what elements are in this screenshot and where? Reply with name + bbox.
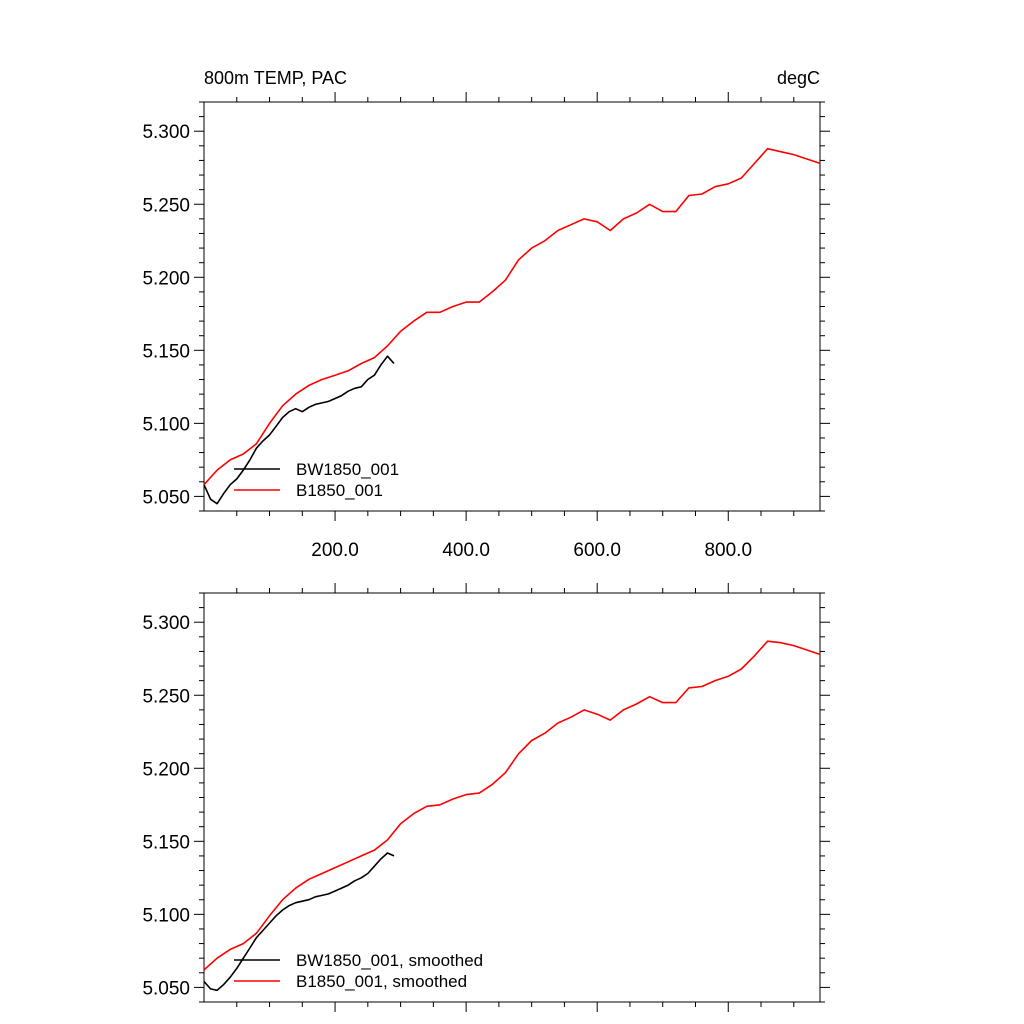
- series-line-black: [203, 355, 395, 505]
- legend-label: B1850_001: [296, 481, 383, 500]
- x-tick-label: 400.0: [442, 540, 490, 561]
- y-tick-label: 5.250: [142, 195, 190, 216]
- y-tick-label: 5.100: [142, 414, 190, 435]
- series-line-red: [203, 640, 821, 971]
- legend-label: B1850_001, smoothed: [296, 972, 467, 991]
- legend-label: BW1850_001: [296, 460, 399, 479]
- series-line-red: [203, 147, 821, 486]
- y-tick-label: 5.050: [142, 487, 190, 508]
- y-tick-label: 5.300: [142, 613, 190, 634]
- x-tick-label: 600.0: [573, 540, 621, 561]
- series-line-black: [203, 852, 395, 992]
- plot-frame: [203, 101, 821, 512]
- y-tick-label: 5.200: [142, 759, 190, 780]
- units-label: degC: [777, 68, 820, 88]
- legend-label: BW1850_001, smoothed: [296, 951, 483, 970]
- x-tick-label: 200.0: [311, 540, 359, 561]
- bottom-panel: 5.050 5.100 5.150 5.200 5.250 5.300 BW1850_001…: [142, 583, 830, 1012]
- y-tick-label: 5.050: [142, 978, 190, 999]
- y-tick-label: 5.200: [142, 268, 190, 289]
- y-tick-label: 5.100: [142, 905, 190, 926]
- top-panel: 800m TEMP, PAC degC 5.050 5.100 5.150 5.200…: [142, 68, 830, 561]
- chart-title: 800m TEMP, PAC: [204, 68, 347, 88]
- x-tick-label: 800.0: [704, 540, 752, 561]
- y-tick-label: 5.150: [142, 832, 190, 853]
- y-tick-label: 5.150: [142, 341, 190, 362]
- y-tick-label: 5.250: [142, 686, 190, 707]
- y-tick-label: 5.300: [142, 122, 190, 143]
- plot-frame: [203, 592, 821, 1003]
